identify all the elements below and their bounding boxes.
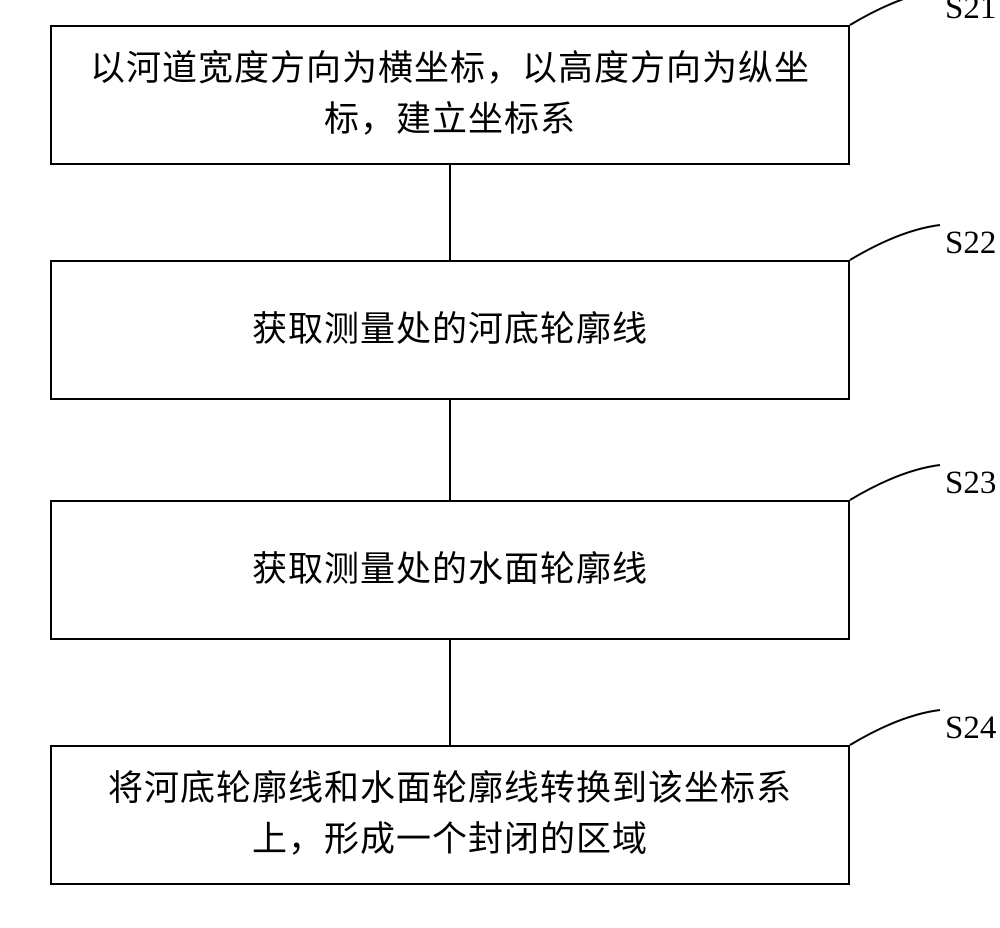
- leader-s21: [850, 0, 940, 25]
- flow-box-s23: 获取测量处的水面轮廓线: [50, 500, 850, 640]
- flow-box-s24: 将河底轮廓线和水面轮廓线转换到该坐标系上，形成一个封闭的区域: [50, 745, 850, 885]
- flow-box-s21-text: 以河道宽度方向为横坐标，以高度方向为纵坐标，建立坐标系: [82, 44, 818, 146]
- flow-box-s24-text: 将河底轮廓线和水面轮廓线转换到该坐标系上，形成一个封闭的区域: [82, 764, 818, 866]
- flow-box-s23-text: 获取测量处的水面轮廓线: [252, 545, 648, 596]
- leader-s24: [850, 710, 940, 745]
- step-label-s22: S22: [945, 225, 996, 262]
- leader-s22: [850, 225, 940, 260]
- step-label-s24: S24: [945, 710, 996, 747]
- step-label-s23: S23: [945, 465, 996, 502]
- flow-box-s22: 获取测量处的河底轮廓线: [50, 260, 850, 400]
- flowchart-canvas: 以河道宽度方向为横坐标，以高度方向为纵坐标，建立坐标系 S21 获取测量处的河底…: [0, 0, 1000, 928]
- step-label-s21: S21: [945, 0, 996, 27]
- leader-s23: [850, 465, 940, 500]
- flow-box-s22-text: 获取测量处的河底轮廓线: [252, 305, 648, 356]
- flow-box-s21: 以河道宽度方向为横坐标，以高度方向为纵坐标，建立坐标系: [50, 25, 850, 165]
